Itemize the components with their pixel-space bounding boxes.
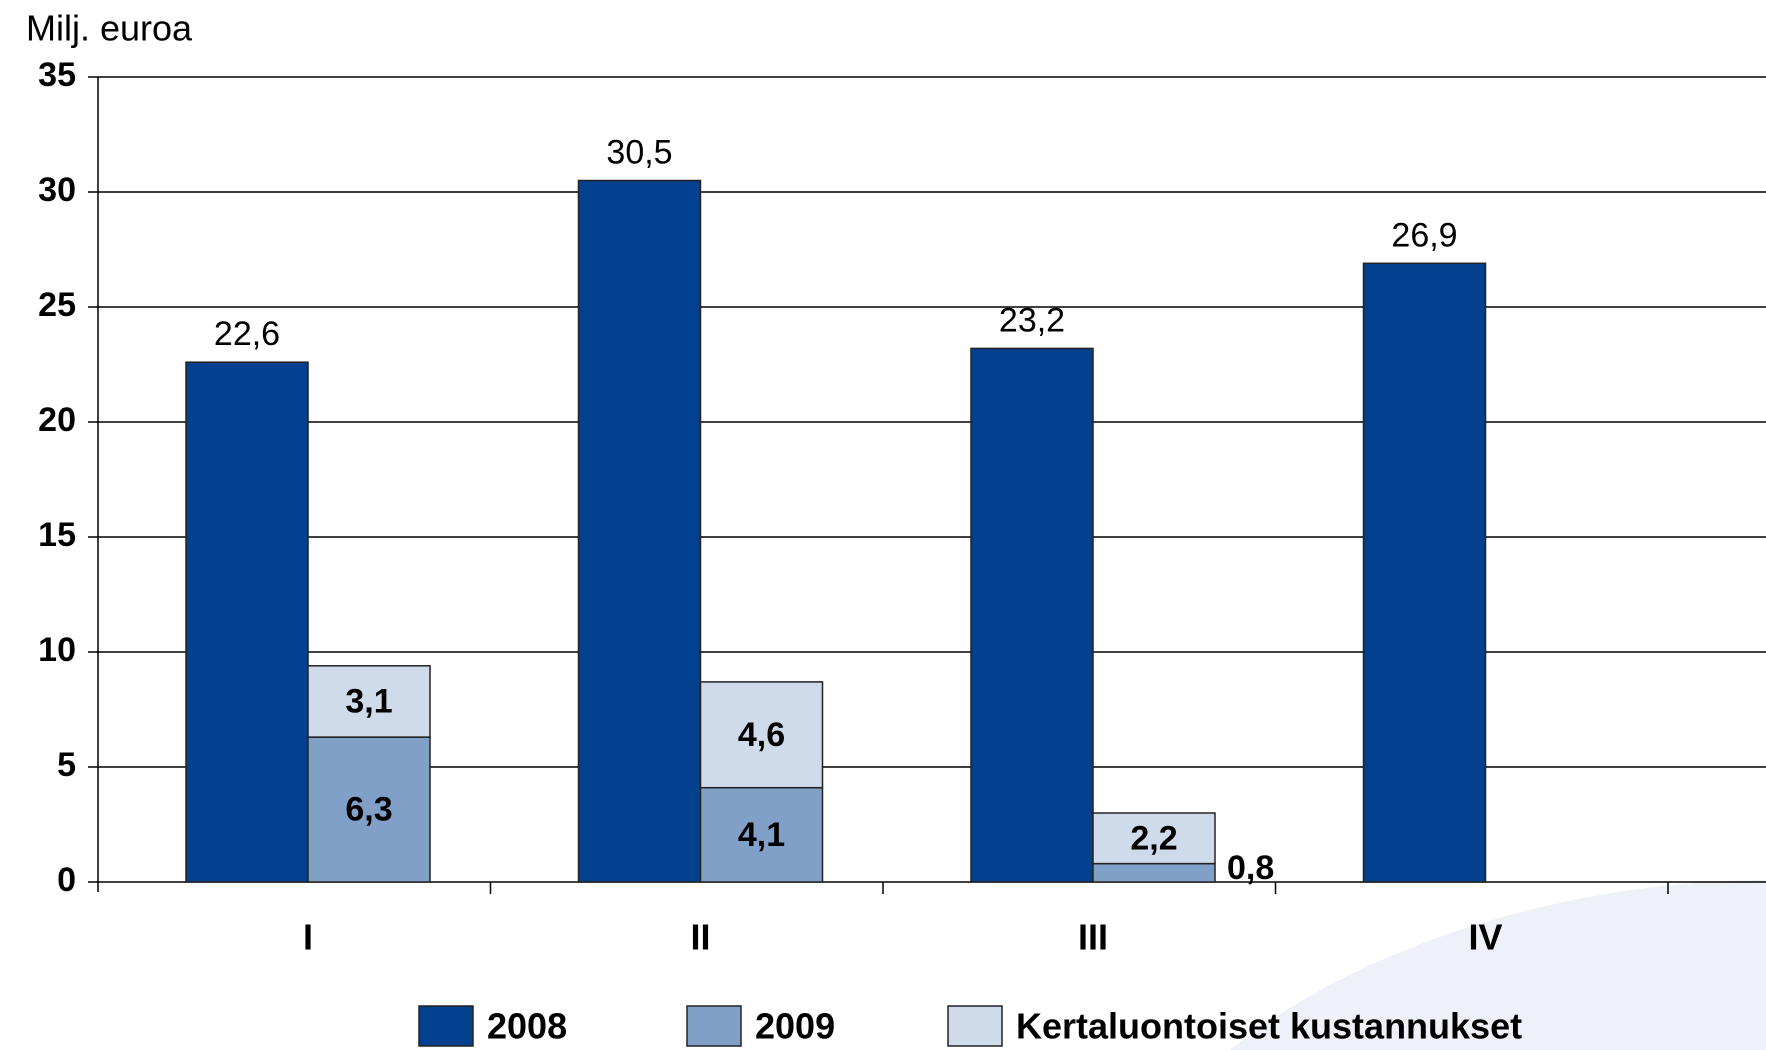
bar [699,786,824,883]
x-tick-label: I [303,917,313,958]
y-tick-label: 30 [38,171,76,209]
legend-swatch [686,1005,742,1047]
bar [1092,812,1216,865]
value-label: 23,2 [999,301,1065,339]
legend-swatch [947,1005,1003,1047]
value-label: 4,6 [738,716,785,754]
legend-label: Kertaluontoiset kustannukset [1016,1006,1522,1047]
x-tick-label: II [690,917,710,958]
bar [185,361,309,883]
bar [699,681,824,789]
value-label: 30,5 [606,133,672,171]
bar [307,665,431,738]
bar [577,179,702,883]
value-label: 4,1 [738,816,785,854]
y-tick-label: 5 [57,746,76,784]
value-label: 22,6 [214,315,280,353]
legend-label: 2008 [487,1006,567,1047]
value-label: 3,1 [345,682,392,720]
y-tick-label: 10 [38,631,76,669]
legend-label: 2009 [755,1006,835,1047]
y-tick-label: 0 [57,861,76,899]
y-tick-label: 15 [38,516,76,554]
value-label: 26,9 [1391,216,1457,254]
y-tick-label: 35 [38,56,76,94]
background-swoosh [1230,880,1766,1050]
legend-swatch [418,1005,474,1047]
bar [970,347,1094,883]
value-label: 2,2 [1130,819,1177,857]
x-tick-label: III [1078,917,1108,958]
y-tick-label: 25 [38,286,76,324]
value-label: 0,8 [1227,849,1274,887]
bar [1092,862,1216,883]
bar [1362,262,1487,883]
y-tick-label: 20 [38,401,76,439]
y-axis-label: Milj. euroa [26,8,193,49]
x-tick-label: IV [1468,917,1502,958]
value-label: 6,3 [345,791,392,829]
